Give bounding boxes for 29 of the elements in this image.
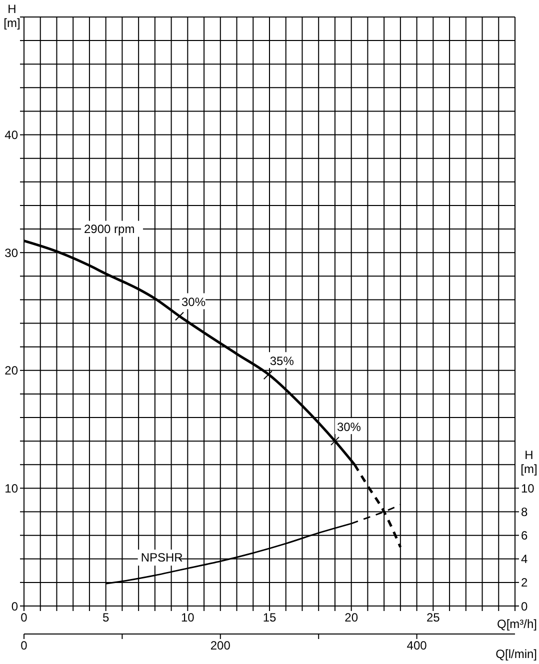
y-tick-label: 40 [4, 128, 18, 142]
y-tick-label: 10 [4, 481, 18, 496]
y-axis-title: H [m] [4, 2, 20, 30]
y2-axis-title: H [m] [520, 448, 538, 476]
x2-tick-label: 0 [20, 638, 28, 653]
y-tick-label: 30 [4, 246, 18, 260]
x-tick-label: 0 [20, 610, 28, 625]
x-tick-label: 20 [344, 610, 358, 625]
y2-tick-label: 8 [521, 505, 528, 520]
text: 2900 rpm [84, 222, 135, 236]
x2-tick-label: 400 [406, 638, 428, 653]
y2-tick-label: 0 [521, 599, 528, 614]
y-tick-label: 20 [4, 364, 18, 378]
x-tick-label: 25 [426, 610, 440, 625]
x-axis-title: Q[m³/h] [496, 617, 537, 631]
series-label: NPSHR [140, 550, 184, 565]
y2-tick-label: 10 [521, 481, 535, 496]
x-tick-label: 5 [102, 610, 110, 625]
annotation: 30% [336, 420, 362, 434]
x-tick-label: 10 [180, 610, 195, 625]
x2-axis-title: Q[l/min] [496, 647, 537, 661]
y2-tick-label: 4 [521, 552, 528, 566]
x-tick-label: 15 [262, 610, 276, 625]
y2-tick-label: 2 [521, 576, 528, 590]
annotation: 30% [181, 295, 206, 310]
annotation: 35% [270, 354, 294, 368]
x2-tick-label: 200 [210, 638, 231, 653]
y2-tick-label: 6 [521, 528, 528, 543]
y-tick-label: 0 [11, 599, 18, 614]
